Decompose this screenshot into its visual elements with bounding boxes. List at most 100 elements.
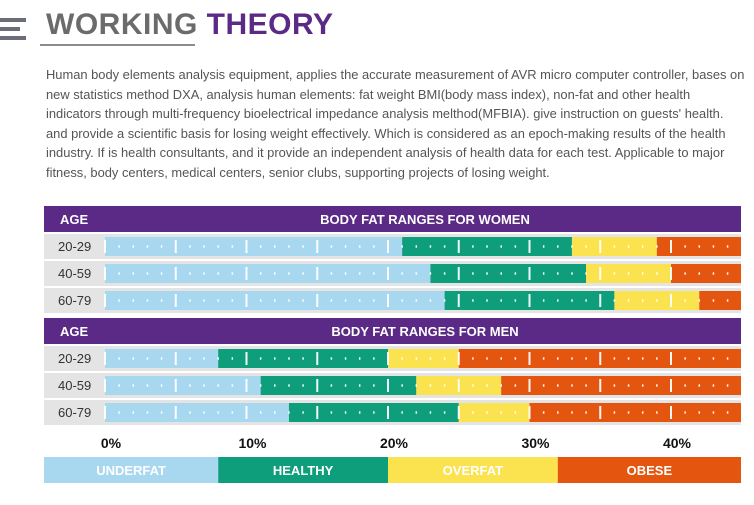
ruler-tick	[486, 299, 488, 302]
menu-icon[interactable]	[0, 14, 28, 44]
ruler-tick	[429, 299, 432, 302]
ruler-tick	[627, 245, 630, 248]
ruler-tick	[259, 411, 262, 414]
ruler-tick	[274, 384, 276, 387]
title-underline	[40, 44, 195, 46]
ruler-tick	[401, 299, 403, 302]
ruler-tick	[132, 411, 135, 414]
ruler-tick	[203, 299, 205, 302]
ruler-tick	[203, 384, 205, 387]
ruler-tick	[104, 240, 106, 253]
ruler-tick	[429, 357, 432, 360]
legend-overfat-swatch	[388, 457, 558, 483]
ruler-tick	[358, 272, 361, 275]
ruler-tick	[528, 267, 531, 280]
legend-underfat-label: UNDERFAT	[96, 463, 166, 478]
ruler-tick	[726, 411, 729, 414]
ruler-tick	[203, 411, 205, 414]
ruler-tick	[571, 357, 573, 360]
ruler-tick	[259, 272, 262, 275]
x-tick-label: 0%	[101, 435, 122, 451]
overfat-segment	[458, 403, 530, 422]
ruler-tick	[500, 357, 502, 360]
ruler-tick	[514, 384, 517, 387]
ruler-tick	[500, 384, 502, 387]
ruler-tick	[302, 245, 304, 248]
ruler-tick	[316, 294, 319, 307]
ruler-tick	[189, 299, 191, 302]
ruler-tick	[174, 406, 177, 419]
ruler-tick	[542, 384, 545, 387]
ruler-tick	[217, 272, 219, 275]
age-label: 40-59	[58, 378, 91, 393]
ruler-tick	[203, 357, 205, 360]
ruler-tick	[146, 272, 149, 275]
ruler-tick	[344, 245, 347, 248]
ruler-tick	[259, 384, 262, 387]
ruler-tick	[189, 411, 191, 414]
ruler-tick	[174, 352, 177, 365]
ruler-tick	[712, 411, 715, 414]
ruler-tick	[401, 245, 403, 248]
ruler-tick	[443, 245, 446, 248]
ruler-tick	[542, 272, 545, 275]
ruler-tick	[712, 384, 715, 387]
age-label: 60-79	[58, 293, 91, 308]
group-header-bar	[44, 318, 741, 344]
ruler-tick	[557, 411, 559, 414]
ruler-tick	[684, 299, 686, 302]
ruler-tick	[641, 245, 644, 248]
ruler-tick	[316, 240, 319, 253]
ruler-tick	[358, 299, 361, 302]
ruler-tick	[571, 384, 573, 387]
ruler-tick	[557, 245, 559, 248]
ruler-tick	[217, 411, 219, 414]
x-tick-label: 30%	[521, 435, 550, 451]
ruler-tick	[373, 299, 375, 302]
ruler-tick	[457, 267, 460, 280]
legend-obese-swatch	[557, 457, 741, 483]
ruler-tick	[344, 272, 347, 275]
ruler-tick	[189, 357, 191, 360]
ruler-tick	[160, 357, 163, 360]
ruler-tick	[542, 299, 545, 302]
ruler-tick	[231, 357, 234, 360]
legend-healthy-swatch	[218, 457, 388, 483]
ruler-tick	[415, 299, 418, 302]
ruler-tick	[104, 294, 106, 307]
ruler-tick	[613, 272, 616, 275]
ruler-tick	[288, 272, 290, 275]
legend-obese-label: OBESE	[627, 463, 673, 478]
ruler-tick	[613, 245, 616, 248]
ruler-tick	[457, 240, 460, 253]
ruler-tick	[613, 299, 616, 302]
ruler-tick	[245, 406, 248, 419]
ruler-tick	[344, 299, 347, 302]
ruler-tick	[571, 299, 573, 302]
ruler-tick	[132, 384, 135, 387]
ruler-tick	[146, 299, 149, 302]
ruler-tick	[585, 411, 587, 414]
obese-segment	[529, 403, 741, 422]
ruler-tick	[104, 352, 106, 365]
ruler-tick	[387, 267, 389, 280]
ruler-tick	[670, 379, 672, 392]
ruler-tick	[472, 245, 474, 248]
ruler-tick	[670, 240, 672, 253]
ruler-tick	[429, 245, 432, 248]
underfat-segment	[105, 264, 431, 283]
ruler-tick	[641, 299, 644, 302]
ruler-tick	[712, 357, 715, 360]
ruler-tick	[528, 352, 531, 365]
age-header-label: AGE	[60, 212, 89, 227]
ruler-tick	[613, 411, 616, 414]
ruler-tick	[373, 384, 375, 387]
ruler-tick	[656, 299, 658, 302]
ruler-tick	[557, 384, 559, 387]
ruler-tick	[585, 272, 587, 275]
ruler-tick	[189, 272, 191, 275]
ruler-tick	[387, 294, 389, 307]
ruler-tick	[160, 245, 163, 248]
ruler-tick	[302, 299, 304, 302]
ruler-tick	[670, 406, 672, 419]
